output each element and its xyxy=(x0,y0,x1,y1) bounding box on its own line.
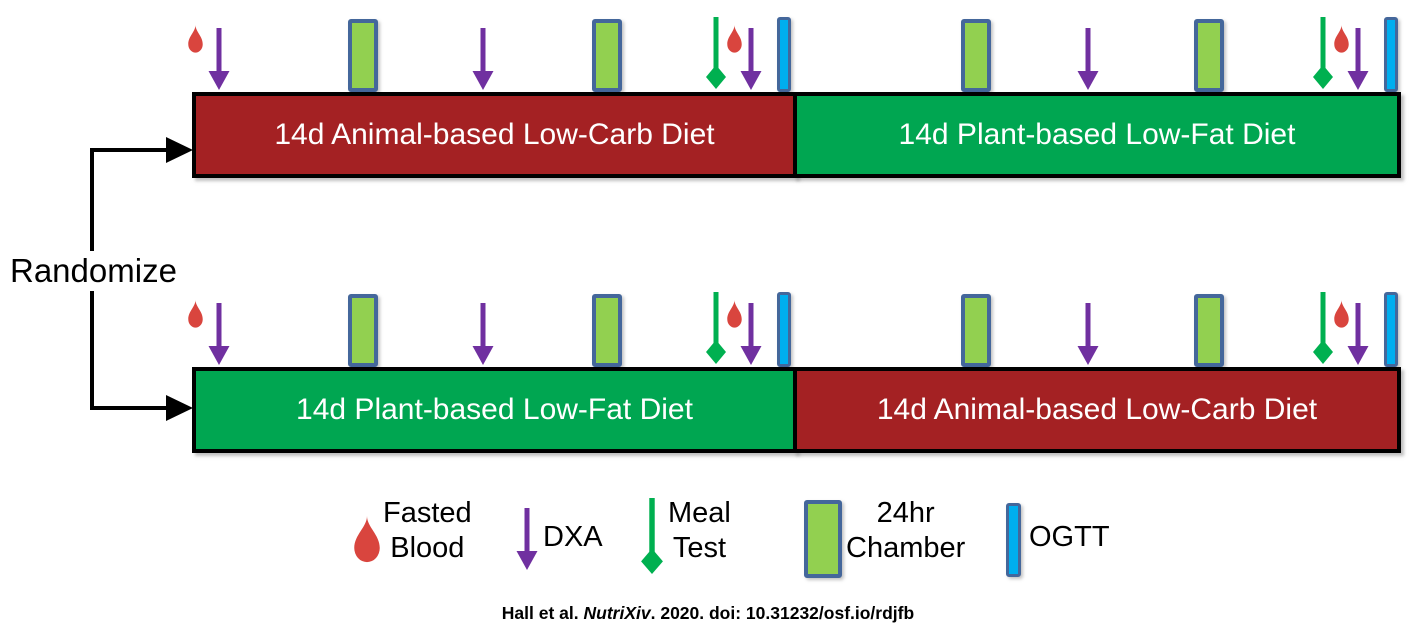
dxa-marker-icon xyxy=(207,303,231,365)
dxa-marker-icon xyxy=(739,303,763,365)
legend-label-ogtt: OGTT xyxy=(1029,521,1110,553)
fasted-blood-marker-icon xyxy=(187,25,204,55)
citation-journal: NutriXiv xyxy=(583,603,651,623)
citation-authors: Hall et al. xyxy=(501,603,584,623)
dxa-marker-icon xyxy=(471,303,495,365)
ogtt-icon xyxy=(1006,503,1021,577)
diet-bar-plant-low-fat: 14d Plant-based Low-Fat Diet xyxy=(793,92,1401,178)
fasted-blood-marker-icon xyxy=(1333,300,1350,330)
dxa-marker-icon xyxy=(207,28,231,90)
legend: Fasted Blood DXA Meal Test 24hr Chamber … xyxy=(0,492,1416,592)
meal-test-marker-icon xyxy=(705,17,727,89)
legend-label-dxa: DXA xyxy=(543,521,603,553)
meal-test-marker-icon xyxy=(705,292,727,364)
legend-label-fasted-blood: Fasted Blood xyxy=(383,497,472,564)
chamber-marker-icon xyxy=(1194,294,1224,367)
dxa-marker-icon xyxy=(1076,303,1100,365)
arrow-head-top-icon xyxy=(166,137,193,163)
dxa-marker-icon xyxy=(1346,28,1370,90)
diet-bar-animal-low-carb: 14d Animal-based Low-Carb Diet xyxy=(192,92,797,178)
chamber-icon xyxy=(804,500,842,578)
dxa-arrow-icon xyxy=(515,508,539,570)
randomize-arm-bottom xyxy=(90,406,168,410)
citation-doi: . 2020. doi: 10.31232/osf.io/rdjfb xyxy=(650,603,915,623)
fasted-blood-icon xyxy=(352,516,382,566)
chamber-marker-icon xyxy=(961,19,991,92)
legend-label-meal-test: Meal Test xyxy=(668,497,731,564)
meal-test-marker-icon xyxy=(1312,17,1334,89)
ogtt-marker-icon xyxy=(1384,292,1398,367)
fasted-blood-marker-icon xyxy=(726,300,743,330)
chamber-marker-icon xyxy=(592,294,622,367)
chamber-marker-icon xyxy=(961,294,991,367)
diet-bars-arm-1: 14d Animal-based Low-Carb Diet 14d Plant… xyxy=(192,92,1401,178)
chamber-marker-icon xyxy=(348,294,378,367)
legend-label-chamber: 24hr Chamber xyxy=(846,497,966,564)
timeline-markers-arm-1 xyxy=(0,17,1416,92)
meal-test-icon xyxy=(640,498,664,574)
timeline-markers-arm-2 xyxy=(0,292,1416,367)
citation: Hall et al. NutriXiv. 2020. doi: 10.3123… xyxy=(0,603,1416,624)
fasted-blood-marker-icon xyxy=(1333,25,1350,55)
dxa-marker-icon xyxy=(739,28,763,90)
chamber-marker-icon xyxy=(348,19,378,92)
dxa-marker-icon xyxy=(1076,28,1100,90)
ogtt-marker-icon xyxy=(1384,17,1398,92)
fasted-blood-marker-icon xyxy=(187,300,204,330)
randomize-arm-top xyxy=(90,148,168,152)
ogtt-marker-icon xyxy=(777,292,791,367)
fasted-blood-marker-icon xyxy=(726,25,743,55)
ogtt-marker-icon xyxy=(777,17,791,92)
diet-bar-plant-low-fat: 14d Plant-based Low-Fat Diet xyxy=(192,367,797,453)
randomize-label: Randomize xyxy=(6,251,181,292)
chamber-marker-icon xyxy=(1194,19,1224,92)
diet-bars-arm-2: 14d Plant-based Low-Fat Diet 14d Animal-… xyxy=(192,367,1401,453)
dxa-marker-icon xyxy=(1346,303,1370,365)
chamber-marker-icon xyxy=(592,19,622,92)
meal-test-marker-icon xyxy=(1312,292,1334,364)
arrow-head-bottom-icon xyxy=(166,395,193,421)
diet-bar-animal-low-carb: 14d Animal-based Low-Carb Diet xyxy=(793,367,1401,453)
dxa-marker-icon xyxy=(471,28,495,90)
